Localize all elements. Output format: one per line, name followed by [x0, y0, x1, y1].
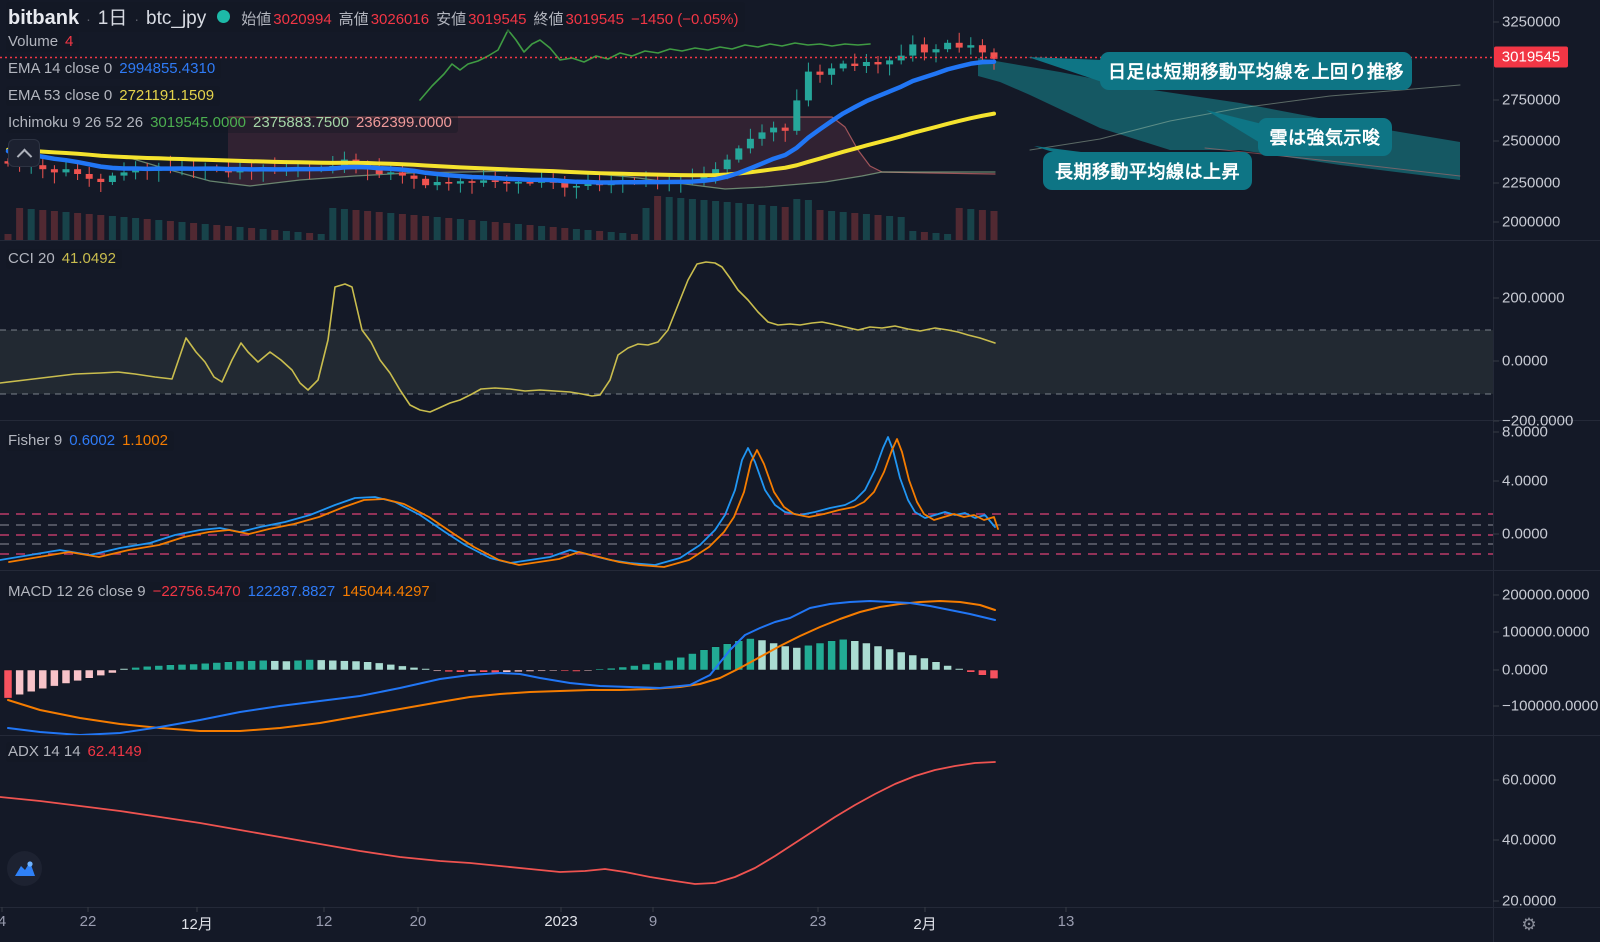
main-axis-label: 2250000 — [1502, 174, 1561, 192]
adx-value: 62.4149 — [87, 743, 142, 760]
macd-axis-label: 0.0000 — [1502, 661, 1548, 679]
macd-value-3: 145044.4297 — [342, 583, 430, 600]
separator: · — [86, 11, 91, 27]
main-axis-label: 2750000 — [1502, 91, 1561, 109]
adx-legend[interactable]: ADX 14 14 62.4149 — [6, 742, 148, 762]
time-axis-label: 12 — [315, 913, 333, 930]
time-axis-label: 20 — [409, 913, 427, 930]
fisher-axis-label: 8.0000 — [1502, 423, 1548, 441]
adx-name: ADX 14 14 — [8, 743, 81, 760]
cci-axis-label: 0.0000 — [1502, 352, 1548, 370]
time-axis-label: 9 — [648, 913, 658, 930]
ema53-value: 2721191.1509 — [119, 87, 215, 104]
low-value: 3019545 — [468, 11, 527, 28]
macd-value-1: −22756.5470 — [152, 583, 241, 600]
fisher-legend[interactable]: Fisher 9 0.6002 1.1002 — [6, 431, 174, 451]
adx-axis-label: 40.0000 — [1502, 831, 1557, 849]
macd-axis-label: −100000.0000 — [1502, 697, 1599, 715]
cci-axis-label: −200.0000 — [1502, 412, 1574, 430]
price-badge-value: 3019545 — [1501, 48, 1561, 66]
low-label: 安値 — [436, 11, 467, 28]
fisher-axis-label: 0.0000 — [1502, 525, 1548, 543]
high-label: 高値 — [338, 11, 369, 28]
main-axis-label: 2000000 — [1502, 213, 1561, 231]
current-price-badge: 3019545 — [1494, 46, 1568, 68]
fisher-axis-label: 4.0000 — [1502, 472, 1548, 490]
annotation-text: 長期移動平均線は上昇 — [1055, 162, 1240, 182]
tradingview-logo-button[interactable] — [7, 851, 42, 886]
ichimoku-value-2: 2375883.7500 — [253, 114, 349, 131]
annotation-text: 日足は短期移動平均線を上回り推移 — [1108, 62, 1404, 82]
cci-value: 41.0492 — [61, 250, 116, 267]
ichimoku-legend[interactable]: Ichimoku 9 26 52 26 3019545.0000 2375883… — [6, 113, 458, 133]
time-axis-label: 23 — [809, 913, 827, 930]
cci-axis-label: 200.0000 — [1502, 289, 1565, 307]
adx-axis-label: 60.0000 — [1502, 771, 1557, 789]
macd-axis-label: 100000.0000 — [1502, 623, 1590, 641]
main-axis-label: 2500000 — [1502, 132, 1561, 150]
macd-value-2: 122287.8827 — [247, 583, 336, 600]
open-label: 始値 — [241, 11, 272, 28]
volume-value: 4 — [65, 33, 74, 50]
market-status-dot — [217, 10, 231, 23]
annotation-cloud-bullish[interactable]: 雲は強気示唆 — [1258, 118, 1392, 156]
fisher-name: Fisher 9 — [8, 432, 63, 449]
ema14-legend[interactable]: EMA 14 close 0 2994855.4310 — [6, 59, 222, 79]
separator: · — [134, 11, 140, 27]
collapse-legend-button[interactable] — [8, 139, 40, 167]
macd-legend[interactable]: MACD 12 26 close 9 −22756.5470 122287.88… — [6, 582, 436, 602]
close-label: 終値 — [533, 11, 564, 28]
time-axis-label: 4 — [0, 913, 7, 930]
time-axis-label: 13 — [1057, 913, 1075, 930]
fisher-value-1: 0.6002 — [69, 432, 116, 449]
macd-axis-label: 200000.0000 — [1502, 586, 1590, 604]
volume-legend[interactable]: Volume 4 — [6, 32, 80, 52]
high-value: 3026016 — [370, 11, 430, 28]
ema53-name: EMA 53 close 0 — [8, 87, 113, 104]
change-value: −1450 (−0.05%) — [630, 11, 739, 28]
interval-label[interactable]: 1日 — [97, 8, 128, 29]
cci-legend[interactable]: CCI 20 41.0492 — [6, 249, 122, 269]
annotation-long-ma[interactable]: 長期移動平均線は上昇 — [1043, 152, 1252, 190]
time-axis-label: 22 — [79, 913, 97, 930]
ichimoku-name: Ichimoku 9 26 52 26 — [8, 114, 144, 131]
ichimoku-value-1: 3019545.0000 — [150, 114, 247, 131]
ema53-legend[interactable]: EMA 53 close 0 2721191.1509 — [6, 86, 221, 106]
pair-label: btc_jpy — [146, 8, 207, 29]
symbol-name: bitbank — [8, 7, 80, 29]
main-axis-label: 3250000 — [1502, 13, 1561, 31]
fisher-value-2: 1.1002 — [122, 432, 168, 449]
ema14-value: 2994855.4310 — [119, 60, 216, 77]
chevron-up-icon — [16, 148, 32, 164]
area-chart-icon — [14, 860, 35, 876]
annotation-short-ma[interactable]: 日足は短期移動平均線を上回り推移 — [1100, 52, 1412, 90]
close-value: 3019545 — [565, 11, 624, 28]
volume-label: Volume — [8, 33, 59, 50]
time-axis-label: 12月 — [181, 916, 213, 933]
adx-axis-label: 20.0000 — [1502, 892, 1557, 910]
time-axis-label: 2月 — [913, 916, 937, 933]
annotation-text: 雲は強気示唆 — [1269, 128, 1381, 148]
time-axis-label: 2023 — [544, 913, 578, 930]
time-axis-settings-gear-icon[interactable]: ⚙ — [1521, 915, 1537, 934]
cci-name: CCI 20 — [8, 250, 55, 267]
macd-name: MACD 12 26 close 9 — [8, 583, 146, 600]
open-value: 3020994 — [273, 11, 332, 28]
ema14-name: EMA 14 close 0 — [8, 60, 113, 77]
ichimoku-value-3: 2362399.0000 — [355, 114, 452, 131]
symbol-legend[interactable]: bitbank · 1日 · btc_jpy 始値 3020994 高値 302… — [6, 2, 745, 32]
